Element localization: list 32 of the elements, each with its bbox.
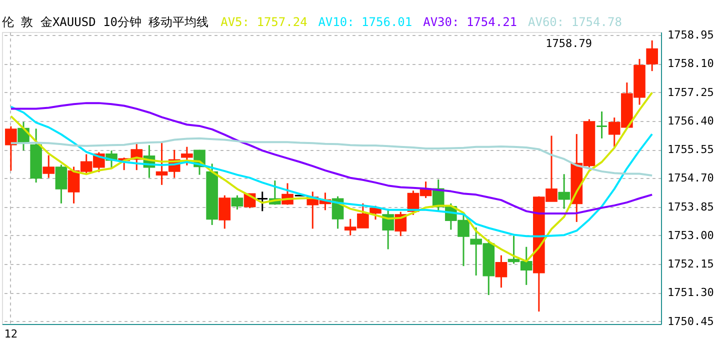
candlestick xyxy=(596,110,608,140)
text: AV5: 1757.24 xyxy=(220,15,308,29)
y-tick-label: 1755.55 xyxy=(668,143,714,156)
candlestick xyxy=(55,164,68,204)
candlestick xyxy=(370,205,382,220)
text: AV60: 1754.78 xyxy=(528,15,622,29)
y-tick-label: 1757.25 xyxy=(668,86,714,99)
candlestick xyxy=(218,194,231,230)
chart-title: 伦 敦 金XAUUSD 10分钟 移动平均线 xyxy=(2,15,209,29)
candlestick xyxy=(231,194,244,210)
text: AV10: 1756.01 xyxy=(318,15,412,29)
y-tick-label: 1750.45 xyxy=(668,314,714,328)
x-tick-label: 12 xyxy=(4,328,18,340)
y-tick-label: 1756.40 xyxy=(668,114,714,128)
y-tick-label: 1753.00 xyxy=(668,228,714,242)
candlestick xyxy=(181,146,193,166)
line-series xyxy=(10,102,654,215)
y-tick-label: 1752.15 xyxy=(668,258,714,271)
y-tick-label: 1758.95 xyxy=(668,28,714,42)
candlestick xyxy=(42,154,55,179)
candlestick xyxy=(5,126,17,172)
candlestick xyxy=(256,190,268,212)
candlestick xyxy=(558,173,570,210)
line-series xyxy=(10,106,654,238)
y-tick-label: 1751.30 xyxy=(668,286,714,300)
y-tick-label: 1753.85 xyxy=(668,200,714,214)
candlestick xyxy=(646,40,658,72)
y-tick-label: 1754.70 xyxy=(668,172,714,185)
candlestick xyxy=(495,254,508,288)
y-tick-label: 1758.10 xyxy=(668,57,714,70)
text: AV30: 1754.21 xyxy=(423,15,518,29)
annotation: 1758.79 xyxy=(546,37,592,50)
